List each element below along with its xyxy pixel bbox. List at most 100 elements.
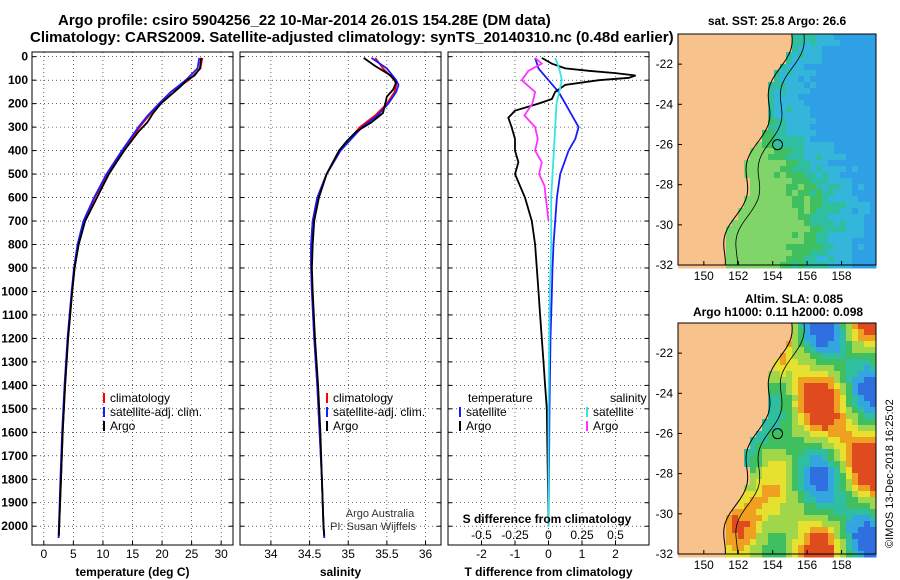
map-cell: [822, 256, 829, 263]
map-cell: [786, 202, 793, 209]
map-cell: [744, 142, 751, 149]
map-cell: [858, 455, 865, 462]
map-cell: [768, 226, 775, 233]
map-cell: [774, 232, 781, 239]
map-cell: [834, 76, 841, 83]
map-cell: [744, 82, 751, 89]
secondary-tick-label: 0.25: [570, 528, 594, 542]
map-cell: [702, 545, 709, 552]
map-cell: [762, 533, 769, 540]
map-cell: [684, 371, 691, 378]
map-cell: [762, 52, 769, 59]
map-cell: [786, 148, 793, 155]
map-cell: [858, 34, 865, 41]
map-cell: [846, 365, 853, 372]
map-cell: [750, 172, 757, 179]
map-cell: [726, 401, 733, 408]
map-cell: [732, 347, 739, 354]
map-cell: [804, 40, 811, 47]
map-cell: [684, 419, 691, 426]
map-cell: [852, 226, 859, 233]
map-cell: [858, 202, 865, 209]
map-cell: [798, 359, 805, 366]
map-cell: [828, 130, 835, 137]
map-cell: [822, 401, 829, 408]
map-cell: [870, 425, 877, 432]
map-cell: [696, 70, 703, 77]
map-cell: [690, 539, 697, 546]
map-cell: [756, 238, 763, 245]
map-cell: [768, 130, 775, 137]
map-cell: [696, 509, 703, 516]
map-cell: [702, 166, 709, 173]
map-cell: [750, 527, 757, 534]
map-cell: [762, 130, 769, 137]
map-cell: [702, 154, 709, 161]
map-cell: [822, 395, 829, 402]
map-cell: [870, 220, 877, 227]
map-cell: [780, 509, 787, 516]
map-cell: [762, 479, 769, 486]
map-cell: [852, 527, 859, 534]
map-cell: [804, 401, 811, 408]
map-cell: [768, 371, 775, 378]
map-cell: [780, 479, 787, 486]
map-cell: [810, 70, 817, 77]
map-cell: [708, 112, 715, 119]
map-cell: [786, 533, 793, 540]
map-cell: [690, 40, 697, 47]
map-cell: [870, 82, 877, 89]
map-cell: [846, 232, 853, 239]
map-cell: [810, 82, 817, 89]
map-cell: [804, 395, 811, 402]
map-cell: [780, 389, 787, 396]
map-cell: [834, 202, 841, 209]
map-cell: [696, 244, 703, 251]
map-cell: [792, 52, 799, 59]
map-cell: [726, 70, 733, 77]
map-cell: [762, 401, 769, 408]
map-cell: [714, 323, 721, 330]
map-cell: [708, 323, 715, 330]
map-cell: [714, 208, 721, 215]
map-cell: [804, 371, 811, 378]
map-cell: [822, 130, 829, 137]
legend-label: satellite: [466, 405, 507, 419]
map-cell: [804, 202, 811, 209]
map-cell: [696, 455, 703, 462]
map-cell: [702, 58, 709, 65]
map-cell: [756, 425, 763, 432]
map-cell: [738, 166, 745, 173]
map-cell: [702, 124, 709, 131]
map-cell: [738, 178, 745, 185]
map-cell: [696, 154, 703, 161]
map-cell: [732, 473, 739, 480]
map-cell: [714, 94, 721, 101]
map-cell: [750, 401, 757, 408]
map-cell: [816, 473, 823, 480]
map-cell: [750, 94, 757, 101]
map-cell: [792, 401, 799, 408]
map-cell: [864, 232, 871, 239]
map-cell: [690, 437, 697, 444]
map-cell: [702, 395, 709, 402]
map-cell: [768, 353, 775, 360]
map-cell: [714, 467, 721, 474]
map-cell: [702, 359, 709, 366]
map-cell: [846, 256, 853, 263]
map-cell: [708, 419, 715, 426]
map-cell: [834, 190, 841, 197]
map-cell: [750, 250, 757, 257]
map-cell: [756, 172, 763, 179]
map-cell: [684, 184, 691, 191]
map-cell: [768, 377, 775, 384]
map-cell: [738, 88, 745, 95]
map-cell: [678, 244, 685, 251]
map-cell: [726, 377, 733, 384]
map-cell: [768, 106, 775, 113]
map-cell: [792, 365, 799, 372]
map-cell: [804, 238, 811, 245]
map-cell: [870, 232, 877, 239]
map-cell: [750, 82, 757, 89]
map-cell: [852, 473, 859, 480]
